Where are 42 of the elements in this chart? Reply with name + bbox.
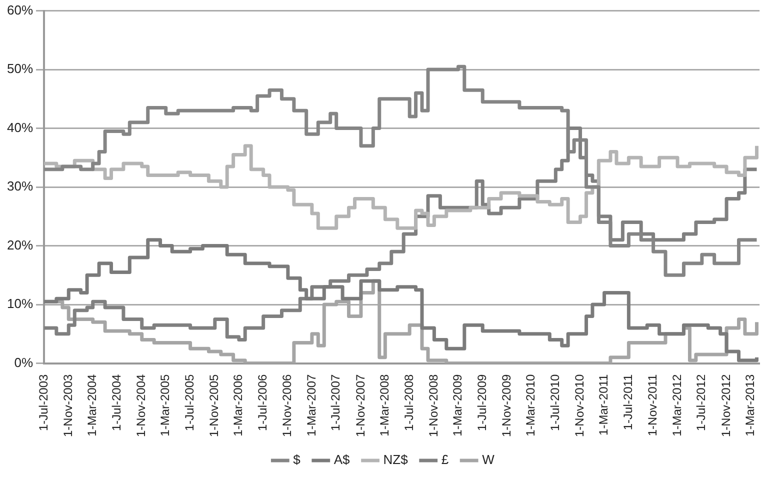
- y-tick-label: 60%: [6, 2, 34, 18]
- x-tick-label: 1-Mar-2010: [524, 374, 538, 436]
- x-tick-label: 1-Mar-2005: [158, 374, 172, 436]
- x-tick-label: 1-Jul-2012: [694, 374, 708, 431]
- x-tick-label: 1-Mar-2011: [596, 374, 611, 436]
- x-tick-label: 1-Jul-2007: [328, 374, 343, 431]
- legend-label: W: [482, 452, 496, 468]
- y-tick-label: 40%: [6, 120, 34, 135]
- y-tick-label: 50%: [6, 61, 34, 76]
- x-tick-label: 1-Nov-2006: [280, 374, 294, 437]
- x-tick-label: 1-Mar-2013: [742, 374, 757, 436]
- x-tick-label: 1-Nov-2010: [572, 374, 587, 437]
- x-tick-label: 1-Nov-2007: [353, 374, 368, 437]
- x-tick-label: 1-Jul-2008: [402, 374, 416, 431]
- x-tick-label: 1-Nov-2004: [134, 374, 148, 437]
- y-tick-label: 20%: [6, 237, 34, 252]
- x-tick-label: 1-Jul-2004: [110, 374, 124, 431]
- x-tick-label: 1-Jul-2011: [621, 374, 636, 430]
- x-tick-label: 1-Mar-2009: [450, 374, 465, 436]
- y-tick-label: 10%: [6, 296, 34, 312]
- legend-label: £: [441, 452, 450, 468]
- y-tick-label: 0%: [14, 354, 34, 370]
- x-tick-label: 1-Jul-2005: [182, 374, 197, 431]
- x-tick-label: 1-Mar-2008: [377, 374, 392, 436]
- legend-label: NZ$: [383, 452, 409, 468]
- x-tick-label: 1-Nov-2008: [426, 374, 441, 437]
- x-tick-label: 1-Mar-2012: [670, 374, 684, 436]
- x-tick-label: 1-Mar-2007: [304, 374, 318, 436]
- legend-label: $: [293, 452, 302, 468]
- x-tick-label: 1-Jul-2010: [548, 374, 562, 431]
- x-tick-label: 1-Nov-2011: [646, 374, 660, 436]
- y-tick-label: 30%: [6, 178, 34, 194]
- x-tick-label: 1-Jul-2009: [474, 374, 489, 431]
- x-tick-label: 1-Nov-2005: [207, 374, 222, 437]
- x-tick-label: 1-Jul-2006: [256, 374, 270, 431]
- legend-label: A$: [334, 452, 351, 468]
- x-tick-label: 1-Jul-2003: [36, 374, 50, 431]
- x-tick-label: 1-Mar-2006: [231, 374, 246, 436]
- x-tick-label: 1-Nov-2003: [60, 374, 75, 437]
- x-tick-label: 1-Mar-2004: [85, 374, 100, 436]
- x-tick-label: 1-Nov-2009: [500, 374, 514, 437]
- x-tick-label: 1-Nov-2012: [718, 374, 733, 437]
